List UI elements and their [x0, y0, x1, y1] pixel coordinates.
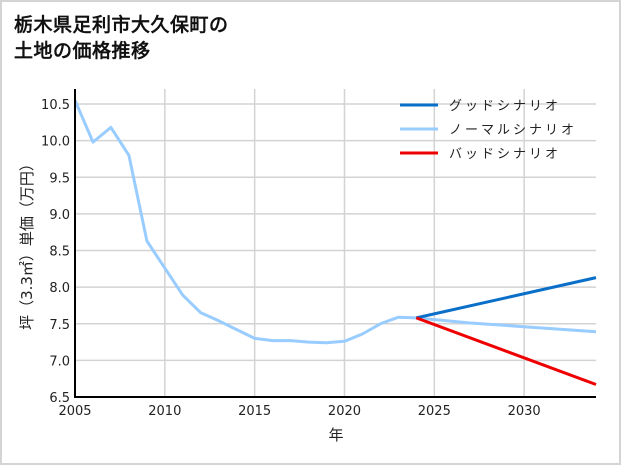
y-tick-label: 8.5: [49, 245, 70, 260]
x-tick-label: 2030: [508, 404, 541, 419]
x-tick-label: 2010: [148, 404, 181, 419]
y-tick-label: 7.0: [49, 354, 70, 369]
y-tick-label: 9.5: [49, 171, 70, 186]
x-tick-label: 2015: [238, 404, 271, 419]
legend-label-1: ノーマルシナリオ: [449, 123, 577, 138]
y-tick-label: 9.0: [49, 208, 70, 223]
series-line-1: [73, 99, 597, 345]
series-line-0: [415, 276, 597, 320]
x-axis-label: 年: [328, 426, 343, 444]
x-tick-label: 2025: [418, 404, 451, 419]
y-tick-label: 10.5: [41, 98, 70, 113]
series-line-2: [415, 316, 597, 386]
series-lines: [73, 99, 597, 386]
chart-title: 栃木県足利市大久保町の 土地の価格推移: [14, 12, 229, 64]
legend-label-0: グッドシナリオ: [449, 99, 561, 114]
x-tick-label: 2020: [328, 404, 361, 419]
x-tick-label: 2005: [58, 404, 91, 419]
y-tick-label: 6.5: [49, 391, 70, 406]
y-tick-label: 8.0: [49, 281, 70, 296]
y-axis-label: 坪（3.3㎡）単価（万円）: [18, 156, 36, 330]
tick-labels: 6.5 7.0 7.5 8.0 8.5 9.0 9.5 10.0 10.5 2005 2010 201…: [41, 98, 541, 419]
y-tick-label: 10.0: [41, 135, 70, 150]
legend-label-2: バッドシナリオ: [449, 147, 561, 162]
axes: [74, 89, 596, 398]
y-tick-label: 7.5: [49, 318, 70, 333]
chart-title-line-1: 栃木県足利市大久保町の: [14, 14, 229, 36]
chart-title-line-2: 土地の価格推移: [14, 40, 151, 62]
